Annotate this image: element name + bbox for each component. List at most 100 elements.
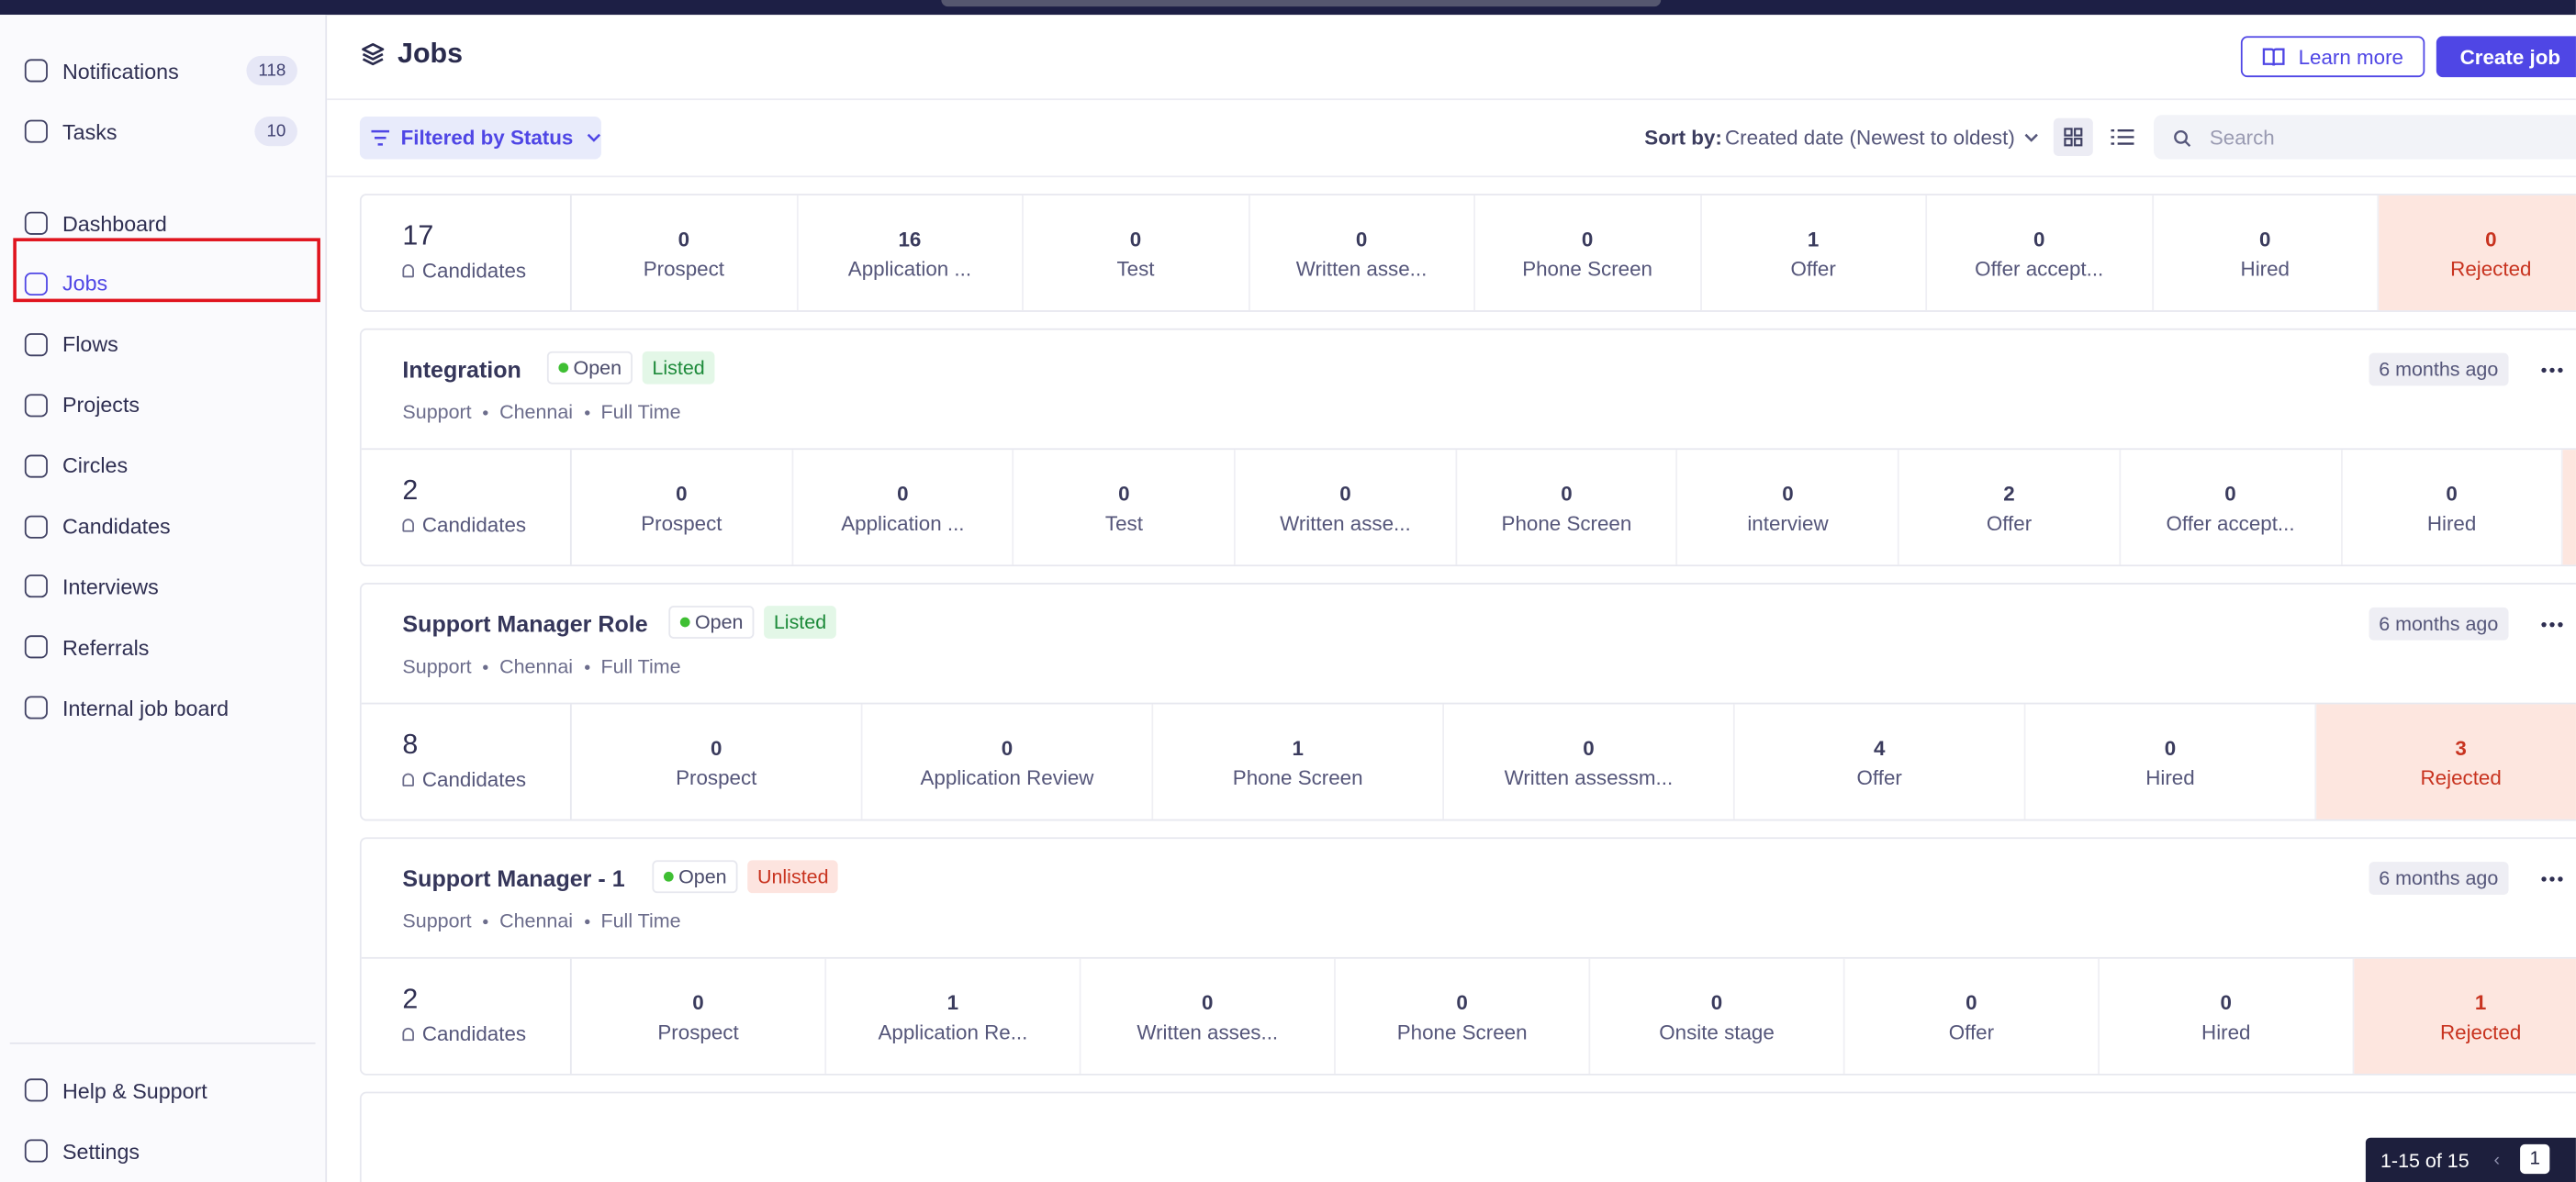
nav-item[interactable]: Internal job board (13, 680, 320, 736)
job-meta: Support Chennai Full Time (402, 909, 680, 932)
stage-cell[interactable]: 0 Application ... (793, 450, 1014, 565)
nav-item[interactable]: Referrals (13, 619, 320, 675)
nav-item[interactable]: Jobs (13, 256, 320, 312)
stage-label: Prospect (657, 1020, 739, 1044)
stage-cell[interactable]: 16 Application ... (798, 195, 1024, 311)
stage-cell[interactable]: 0 Offer accept... (1927, 195, 2154, 311)
stage-cell[interactable]: 1 Application Re... (826, 958, 1081, 1074)
more-menu[interactable] (2541, 367, 2563, 374)
filter-button[interactable]: Filtered by Status (359, 117, 601, 160)
stage-cell[interactable]: 0 Phone Screen (1457, 450, 1678, 565)
stage-cell[interactable]: 0 Offer accept... (2121, 450, 2342, 565)
status-dot (679, 617, 690, 628)
stage-cell[interactable]: 1 Rejected (2354, 958, 2576, 1074)
stage-cell[interactable]: 0 Hired (2153, 195, 2380, 311)
nav-item[interactable]: Projects (13, 377, 320, 433)
job-title[interactable]: Support Manager - 1 (402, 864, 625, 892)
stage-count: 0 (1561, 482, 1573, 506)
job-title[interactable]: Integration (402, 356, 521, 383)
nav-item[interactable]: Tasks 10 (13, 104, 320, 160)
jobs-icon (362, 42, 385, 66)
nav-item[interactable]: Candidates (13, 498, 320, 554)
stage-cell[interactable]: 0 Prospect (572, 195, 798, 311)
stage-count: 0 (1001, 737, 1014, 761)
learn-more-button[interactable]: Learn more (2240, 36, 2425, 78)
create-job-button[interactable]: Create job (2436, 36, 2576, 78)
stage-label: Written asse... (1295, 257, 1428, 281)
stage-cell[interactable]: 1 Phone Screen (1153, 704, 1444, 820)
status-dot (558, 362, 569, 374)
nav-icon (24, 119, 48, 143)
stage-cell[interactable]: 0 Written asse... (1249, 195, 1475, 311)
meta-employment: Full Time (600, 400, 681, 424)
stage-label: Written asses... (1137, 1020, 1279, 1044)
nav-icon (24, 1078, 48, 1102)
stage-cell[interactable]: 0 Phone Screen (1336, 958, 1591, 1074)
grid-view-button[interactable] (2053, 117, 2093, 156)
stage-cell[interactable]: 0 Written asses... (1081, 958, 1336, 1074)
nav-item[interactable]: Circles (13, 438, 320, 494)
stage-cell[interactable]: 0 Application Review (862, 704, 1154, 820)
nav-item[interactable]: Dashboard (13, 195, 320, 251)
nav-item[interactable]: Help & Support (13, 1062, 320, 1118)
separator-dot (584, 663, 589, 669)
total-count: 17 (402, 219, 434, 251)
stage-cell[interactable]: 0 Rejected (2379, 195, 2576, 311)
stage-cell[interactable]: 0 Hired (2100, 958, 2355, 1074)
candidates-text: Candidates (421, 513, 527, 537)
nav-item[interactable]: Interviews (13, 559, 320, 615)
total-count: 8 (402, 729, 419, 761)
stage-cell[interactable]: 0 Onsite stage (1590, 958, 1845, 1074)
stage-cell[interactable]: 1 Offer (1701, 195, 1928, 311)
stage-cell[interactable]: 0 Hired (2342, 450, 2563, 565)
more-menu[interactable] (2541, 621, 2563, 628)
status-label: Open (678, 864, 727, 888)
stage-cell[interactable]: 0 Written assessm... (1444, 704, 1735, 820)
page-title: Jobs (398, 38, 464, 70)
book-icon (2262, 47, 2285, 65)
stage-label: interview (1747, 512, 1829, 536)
stage-count: 0 (1339, 482, 1351, 506)
nav-item[interactable]: Notifications 118 (13, 43, 320, 99)
list-view-button[interactable] (2111, 128, 2134, 147)
stage-cell[interactable]: 0 Phone Screen (1475, 195, 1702, 311)
menu-dot (2541, 367, 2547, 374)
search-box[interactable] (2154, 115, 2576, 160)
stage-cell[interactable]: 0 interview (1678, 450, 1899, 565)
stage-cell[interactable]: 0 Prospect (572, 958, 827, 1074)
nav-item[interactable]: Flows (13, 317, 320, 373)
candidates-text: Candidates (421, 1022, 527, 1046)
job-title[interactable]: Support Manager Role (402, 610, 648, 638)
nav-item[interactable]: Settings (13, 1123, 320, 1179)
stage-cell[interactable]: 0 Prospect (572, 704, 863, 820)
stage-cell[interactable]: 0 Test (1024, 195, 1249, 311)
meta-location: Chennai (499, 909, 574, 933)
nav-label: Tasks (62, 118, 118, 144)
stage-label: Phone Screen (1232, 766, 1363, 790)
job-card: Support Manager Role Open Listed Support Che… (359, 583, 2576, 821)
stage-cell[interactable]: 4 Offer (1735, 704, 2026, 820)
prev-page[interactable]: ‹ (2493, 1151, 2501, 1171)
address-pill (941, 0, 1662, 7)
nav-label: Settings (62, 1138, 140, 1164)
candidates-label: Candidates (402, 768, 570, 791)
button-label: Learn more (2298, 45, 2403, 69)
stage-cell[interactable]: 0 Test (1014, 450, 1236, 565)
stage-cell[interactable]: 0 Hired (2025, 704, 2317, 820)
sort-value[interactable]: Created date (Newest to oldest) (1724, 126, 2015, 150)
stage-cell[interactable]: 0 Offer (1845, 958, 2100, 1074)
filter-icon (371, 129, 390, 146)
stage-cell[interactable]: 0 Prospect (572, 450, 793, 565)
more-menu[interactable] (2541, 876, 2563, 882)
stage-count: 1 (2474, 991, 2487, 1015)
stage-count: 0 (710, 737, 722, 761)
stage-label: Rejected (2450, 257, 2532, 281)
filter-label: Filtered by Status (400, 126, 574, 150)
stage-count: 0 (1710, 991, 1723, 1015)
stage-label: Application Re... (878, 1020, 1028, 1044)
stage-cell[interactable]: 2 Offer (1899, 450, 2121, 565)
stage-cell[interactable]: 0 Written asse... (1236, 450, 1457, 565)
stage-cell[interactable]: 3 Rejected (2316, 704, 2576, 820)
page-number[interactable]: 1 (2520, 1143, 2550, 1175)
nav-label: Projects (62, 392, 140, 418)
